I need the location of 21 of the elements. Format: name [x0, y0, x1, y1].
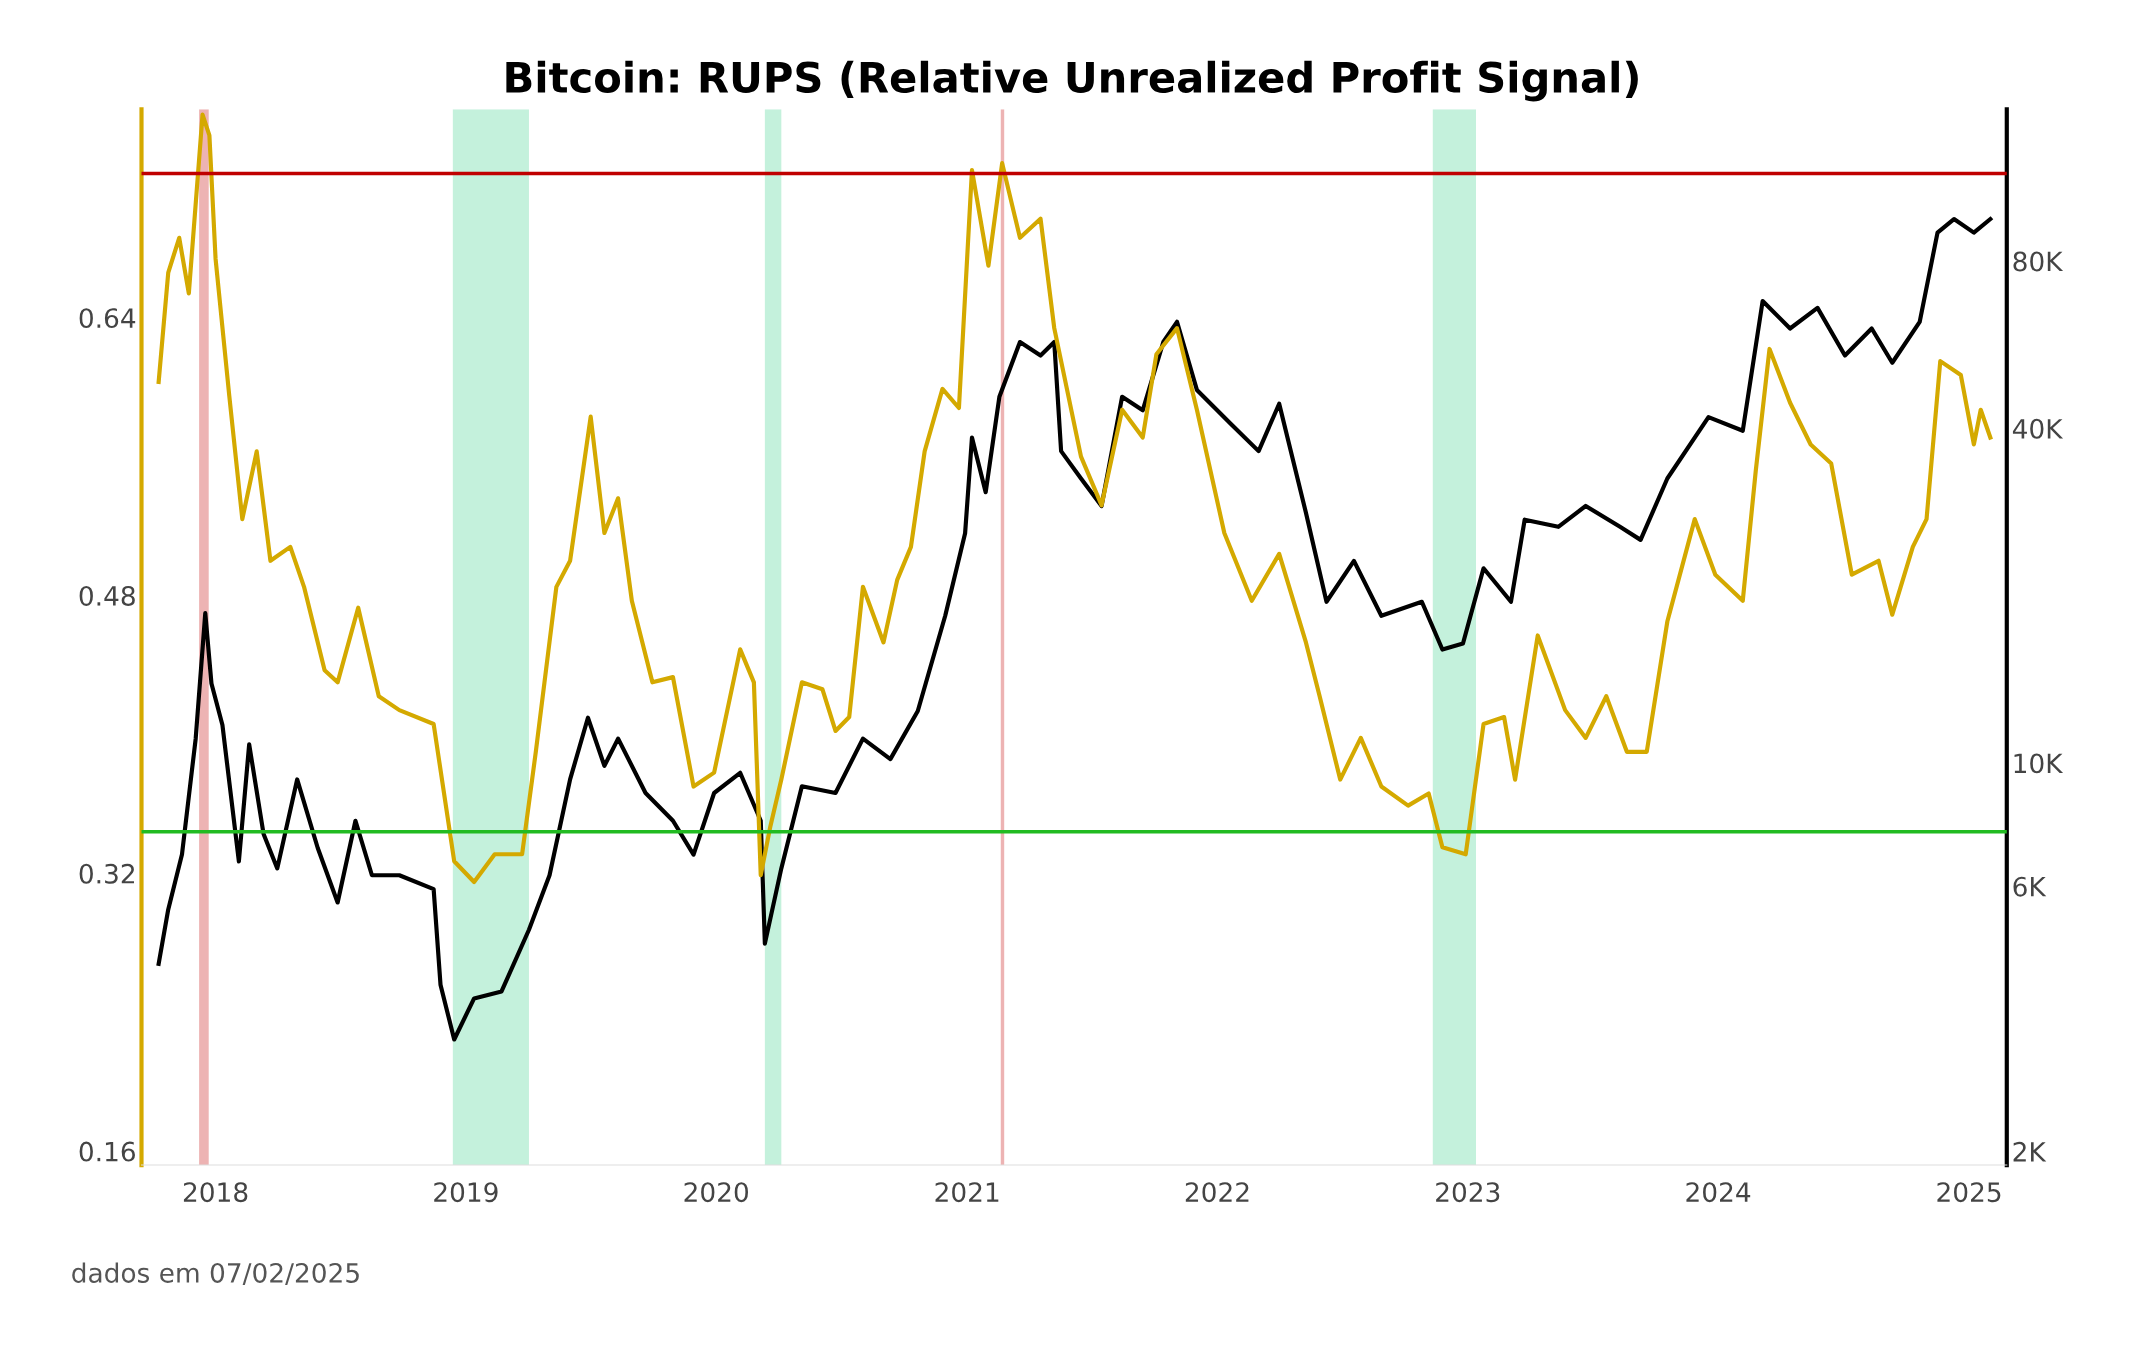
x-tick-label: 2020 [684, 1182, 748, 1203]
y-tick-label: 0.48 [79, 585, 135, 606]
x-tick-label: 2025 [1937, 1182, 2001, 1203]
line-series [156, 112, 1993, 885]
x-tick-label: 2019 [434, 1182, 498, 1203]
x-tick-label: 2018 [183, 1182, 248, 1203]
x-tick-label: 2024 [1686, 1182, 1751, 1203]
line-series [156, 216, 1993, 1042]
chart-title: Bitcoin: RUPS (Relative Unrealized Profit Signal) [506, 60, 1638, 102]
y2-tick-label: 2K [2013, 1141, 2047, 1162]
y2-tick-label: 40K [2012, 418, 2064, 439]
y-tick-label: 0.64 [79, 308, 136, 329]
text: dados em 07/02/2025 [72, 1262, 359, 1285]
y2-tick-label: 6K [2013, 876, 2047, 897]
x-tick-label: 2022 [1185, 1182, 1249, 1203]
y2-tick-label: 10K [2014, 753, 2064, 774]
y-tick-label: 0.16 [79, 1141, 135, 1162]
y-tick-label: 0.32 [79, 863, 134, 884]
x-tick-label: 2023 [1436, 1182, 1500, 1203]
x-tick-label: 2021 [935, 1182, 999, 1203]
y2-tick-label: 80K [2013, 251, 2064, 272]
